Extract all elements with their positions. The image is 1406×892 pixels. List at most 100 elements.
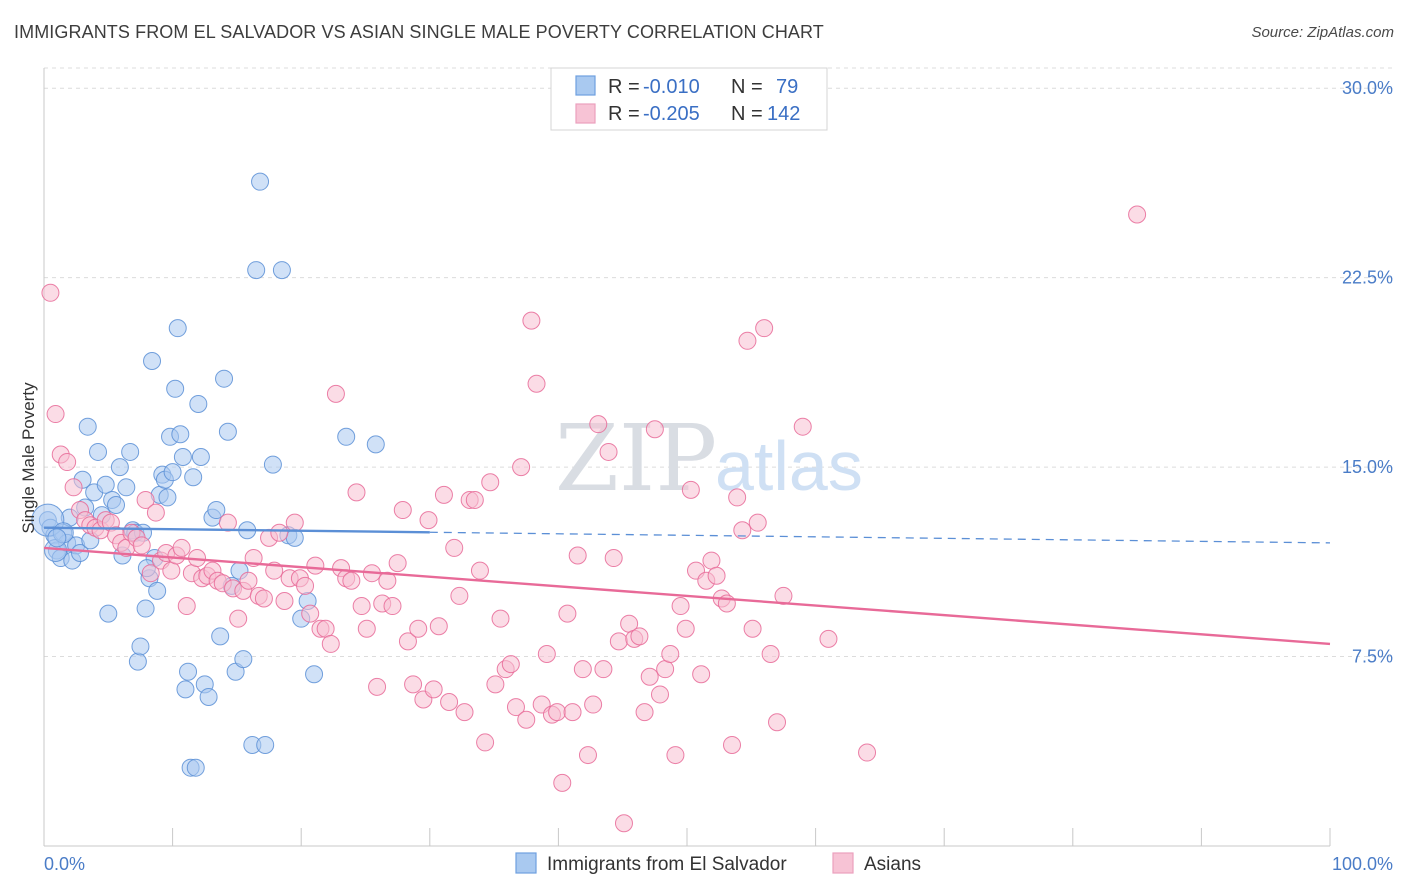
legend-r-label-1: R =	[608, 76, 640, 98]
asians-point	[388, 554, 407, 573]
asians-point	[568, 546, 587, 565]
el-salvador-point	[121, 442, 140, 461]
asians-point	[819, 629, 838, 648]
asians-point	[450, 586, 469, 605]
asians-point	[548, 703, 567, 722]
asians-point	[404, 675, 423, 694]
el-salvador-point	[366, 435, 385, 454]
asians-point	[357, 619, 376, 638]
el-salvador-point	[158, 488, 177, 507]
el-salvador-point	[337, 427, 356, 446]
asians-point	[429, 617, 448, 636]
asians-point	[440, 693, 459, 712]
asians-point	[486, 675, 505, 694]
asians-point	[342, 571, 361, 590]
asians-point	[728, 488, 747, 507]
asians-trend-line	[43, 546, 1331, 646]
asians-point	[419, 511, 438, 530]
asians-point	[275, 591, 294, 610]
asians-point	[506, 698, 525, 717]
asians-point	[640, 667, 659, 686]
asians-point	[368, 677, 387, 696]
el-salvador-point	[247, 261, 266, 280]
asians-point	[455, 703, 474, 722]
el-salvador-point	[184, 468, 203, 487]
asians-point	[630, 627, 649, 646]
el-salvador-point	[263, 455, 282, 474]
asians-point	[723, 735, 742, 754]
asians-point	[218, 513, 237, 532]
el-salvador-point	[234, 650, 253, 669]
y-tick-label: 30.0%	[1342, 78, 1393, 98]
el-salvador-point	[256, 735, 275, 754]
el-salvador-point	[136, 599, 155, 618]
el-salvador-point	[131, 637, 150, 656]
asians-point	[378, 571, 397, 590]
asians-point	[491, 609, 510, 628]
asians-point	[858, 743, 877, 762]
legend-r-label-2: R =	[608, 103, 640, 125]
legend-swatch-pink	[575, 103, 596, 124]
el-salvador-point	[251, 172, 270, 191]
asians-point	[599, 442, 618, 461]
asians-point	[584, 695, 603, 714]
asians-point	[434, 485, 453, 504]
asians-point	[604, 549, 623, 568]
asians-point	[445, 538, 464, 557]
asians-point	[285, 513, 304, 532]
asians-point	[409, 619, 428, 638]
asians-point	[424, 680, 443, 699]
el-salvador-point	[179, 662, 198, 681]
asians-point	[774, 586, 793, 605]
asians-point	[702, 551, 721, 570]
asians-point	[352, 597, 371, 616]
el-salvador-point	[211, 627, 230, 646]
asians-point	[254, 589, 273, 608]
asians-point	[666, 746, 685, 765]
asians-point	[563, 703, 582, 722]
asians-point	[645, 420, 664, 439]
el-salvador-point	[128, 652, 147, 671]
watermark: ZIP atlas	[555, 405, 863, 512]
asians-point	[761, 645, 780, 664]
el-salvador-point	[71, 543, 90, 562]
el-salvador-point	[199, 687, 218, 706]
asians-point	[537, 645, 556, 664]
el-salvador-point	[305, 665, 324, 684]
asians-point	[609, 632, 628, 651]
x-ticks	[172, 828, 1331, 846]
asians-point	[738, 331, 757, 350]
el-salvador-point	[215, 369, 234, 388]
asians-point	[635, 703, 654, 722]
asians-point	[64, 478, 83, 497]
y-tick-labels: 7.5% 15.0% 22.5% 30.0%	[1342, 78, 1393, 666]
asians-point	[589, 415, 608, 434]
legend-r-value-1: -0.010	[643, 76, 700, 98]
asians-point	[501, 655, 520, 674]
el-salvador-point	[218, 422, 237, 441]
el-salvador-point	[143, 352, 162, 371]
asians-point	[301, 604, 320, 623]
data-points	[31, 172, 1147, 833]
asians-point	[681, 480, 700, 499]
legend-swatch-blue	[575, 75, 596, 96]
asians-point	[692, 665, 711, 684]
asians-point	[306, 556, 325, 575]
asians-point	[172, 538, 191, 557]
bottom-legend-label-pink: Asians	[864, 854, 921, 875]
asians-point	[671, 597, 690, 616]
asians-point	[326, 384, 345, 403]
legend-n-label-1: N =	[731, 76, 763, 98]
asians-point	[676, 619, 695, 638]
asians-point	[316, 619, 335, 638]
el-salvador-point	[186, 758, 205, 777]
trend-lines	[43, 526, 1331, 646]
el-salvador-point	[78, 417, 97, 436]
legend-n-label-2: N =	[731, 103, 763, 125]
asians-point	[177, 597, 196, 616]
asians-point	[748, 513, 767, 532]
el-salvador-point	[171, 425, 190, 444]
asians-point	[239, 571, 258, 590]
asians-point	[743, 619, 762, 638]
